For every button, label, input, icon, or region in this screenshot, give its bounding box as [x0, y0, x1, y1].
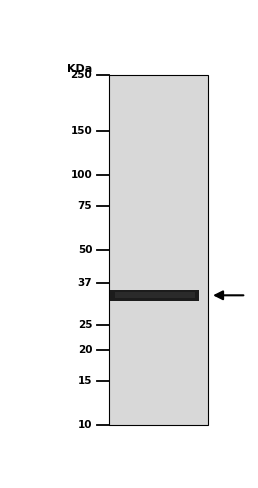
Text: 250: 250 [70, 70, 92, 81]
Text: 75: 75 [78, 201, 92, 211]
Bar [110, 290, 199, 301]
Text: 37: 37 [78, 278, 92, 288]
Text: 10: 10 [78, 420, 92, 430]
Text: KDa: KDa [67, 63, 92, 74]
Bar [109, 76, 208, 425]
Text: 150: 150 [70, 126, 92, 136]
Bar [115, 292, 195, 299]
Text: 100: 100 [70, 170, 92, 180]
Text: 20: 20 [78, 345, 92, 355]
Text: 15: 15 [78, 376, 92, 386]
Text: 25: 25 [78, 321, 92, 330]
Text: 50: 50 [78, 245, 92, 255]
